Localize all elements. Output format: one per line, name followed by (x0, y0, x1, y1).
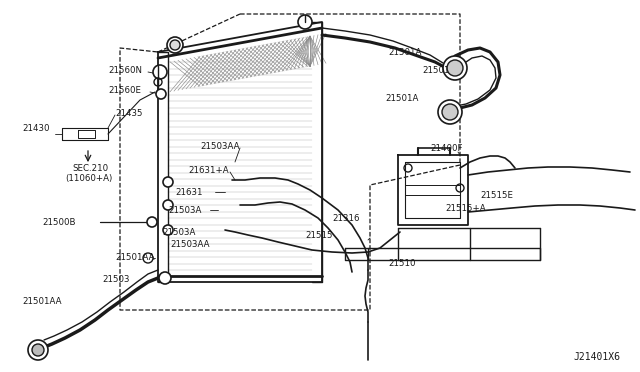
Text: J21401X6: J21401X6 (573, 352, 620, 362)
Circle shape (298, 15, 312, 29)
Text: 21503AA: 21503AA (200, 141, 239, 151)
Circle shape (163, 177, 173, 187)
Text: 21515+A: 21515+A (445, 203, 486, 212)
Text: 21435: 21435 (115, 109, 143, 118)
Circle shape (147, 217, 157, 227)
Text: 21560E: 21560E (108, 86, 141, 94)
Text: 21631+A: 21631+A (188, 166, 228, 174)
Circle shape (438, 100, 462, 124)
Text: 21503A: 21503A (162, 228, 195, 237)
Circle shape (170, 40, 180, 50)
Text: 21503: 21503 (102, 276, 129, 285)
Text: 21503A: 21503A (168, 205, 202, 215)
Circle shape (163, 200, 173, 210)
Text: 21515: 21515 (305, 231, 333, 240)
Text: 21501: 21501 (422, 65, 449, 74)
Circle shape (143, 253, 153, 263)
Text: (11060+A): (11060+A) (65, 173, 112, 183)
Circle shape (32, 344, 44, 356)
Circle shape (163, 225, 173, 235)
Circle shape (159, 272, 171, 284)
Circle shape (153, 65, 167, 79)
Text: 21510: 21510 (388, 260, 415, 269)
Circle shape (443, 56, 467, 80)
Circle shape (156, 89, 166, 99)
Circle shape (447, 60, 463, 76)
Circle shape (442, 104, 458, 120)
Text: 21501AA: 21501AA (22, 298, 61, 307)
Text: 21560N: 21560N (108, 65, 142, 74)
Polygon shape (158, 22, 322, 282)
Text: 21501AA: 21501AA (115, 253, 154, 263)
Circle shape (28, 340, 48, 360)
Circle shape (167, 37, 183, 53)
Text: SEC.210: SEC.210 (72, 164, 108, 173)
Text: 21501A: 21501A (388, 48, 421, 57)
Text: 21400F: 21400F (430, 144, 463, 153)
Text: 21515E: 21515E (480, 190, 513, 199)
Text: 21631: 21631 (175, 187, 202, 196)
Text: 21501A: 21501A (385, 93, 419, 103)
Text: 21430: 21430 (22, 124, 49, 132)
Text: 21500B: 21500B (42, 218, 76, 227)
Text: 21503AA: 21503AA (170, 240, 209, 248)
Text: 21316: 21316 (332, 214, 360, 222)
